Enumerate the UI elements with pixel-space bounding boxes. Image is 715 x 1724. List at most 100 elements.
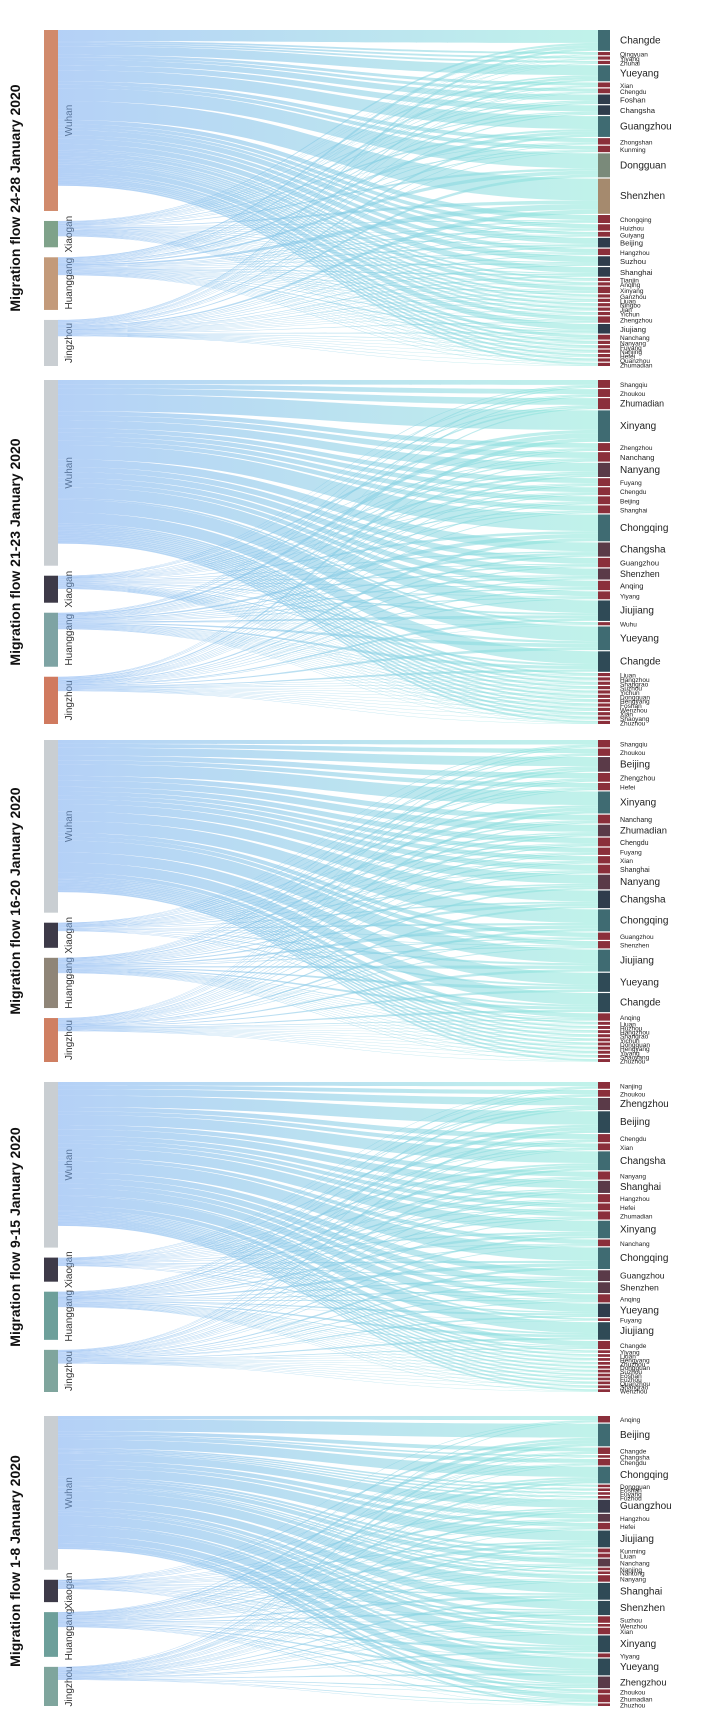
destination-label: Yiyang bbox=[620, 1050, 640, 1057]
destination-node bbox=[598, 237, 610, 248]
flow-band bbox=[58, 42, 598, 59]
destination-label: Nantong bbox=[620, 1571, 645, 1578]
flow-band bbox=[58, 271, 598, 333]
destination-label: Shanghai bbox=[620, 1586, 662, 1597]
flow-band bbox=[58, 1172, 598, 1277]
destination-node bbox=[598, 1030, 610, 1034]
destination-node bbox=[598, 298, 610, 302]
source-node bbox=[44, 1612, 58, 1657]
flow-band bbox=[58, 1624, 598, 1657]
flow-band bbox=[58, 1030, 598, 1058]
flow-band bbox=[58, 760, 598, 788]
flow-band bbox=[58, 969, 598, 1025]
flow-band bbox=[58, 1301, 598, 1338]
flow-band bbox=[58, 466, 598, 564]
flow-band bbox=[58, 1291, 598, 1358]
flow-band bbox=[58, 968, 598, 1020]
flow-band bbox=[58, 155, 598, 297]
destination-node bbox=[598, 358, 610, 362]
flow-band bbox=[58, 440, 598, 511]
flow-band bbox=[58, 1573, 598, 1675]
flow-band bbox=[58, 1111, 598, 1148]
flow-band bbox=[58, 1157, 598, 1244]
flow-band bbox=[58, 535, 598, 706]
flow-band bbox=[58, 273, 598, 348]
flow-band bbox=[58, 627, 598, 711]
flow-band bbox=[58, 769, 598, 1020]
flow-band bbox=[58, 1027, 598, 1029]
destination-node bbox=[598, 56, 610, 60]
flow-band bbox=[58, 1264, 598, 1301]
flow-band bbox=[58, 538, 598, 683]
destination-node bbox=[598, 1303, 610, 1318]
destination-node bbox=[598, 1623, 610, 1627]
flow-band bbox=[58, 230, 598, 297]
flow-band bbox=[58, 1464, 598, 1670]
flow-band bbox=[58, 1211, 598, 1356]
destination-node bbox=[598, 591, 610, 600]
destination-node bbox=[598, 452, 610, 462]
flow-band bbox=[58, 59, 598, 101]
flow-band bbox=[58, 690, 598, 724]
destination-node bbox=[598, 600, 610, 621]
destination-node bbox=[598, 478, 610, 487]
flow-band bbox=[58, 292, 598, 331]
destination-label: Dongguan bbox=[620, 160, 666, 171]
flow-band bbox=[58, 1468, 598, 1541]
destination-node bbox=[598, 1689, 610, 1694]
destination-label: Nanchang bbox=[620, 335, 650, 342]
flow-band bbox=[58, 767, 598, 960]
flow-band bbox=[58, 1453, 598, 1669]
flow-band bbox=[58, 879, 598, 1032]
flow-band bbox=[58, 487, 598, 614]
destination-label: Dongguan bbox=[620, 694, 650, 701]
flow-band bbox=[58, 1511, 598, 1672]
destination-label: Dongguan bbox=[620, 1484, 650, 1491]
destination-node bbox=[598, 353, 610, 358]
destination-label: Liuan bbox=[620, 298, 636, 305]
flow-band bbox=[58, 584, 598, 684]
flow-band bbox=[58, 180, 598, 356]
flow-band bbox=[58, 628, 598, 720]
destination-label: Xian bbox=[620, 712, 633, 719]
destination-node bbox=[598, 1358, 610, 1361]
flow-band bbox=[58, 54, 598, 222]
flow-band bbox=[58, 234, 598, 352]
destination-node bbox=[598, 677, 610, 681]
destination-node bbox=[598, 1194, 610, 1203]
flow-band bbox=[58, 1024, 598, 1028]
destination-label: Beijing bbox=[620, 239, 643, 248]
destination-label: Guangzhou bbox=[620, 559, 659, 568]
flow-band bbox=[58, 884, 598, 1045]
flow-band bbox=[58, 86, 598, 323]
flow-band bbox=[58, 152, 598, 291]
flow-band bbox=[58, 271, 598, 315]
destination-node bbox=[598, 514, 610, 542]
destination-node bbox=[598, 1097, 610, 1111]
destination-label: Beijing bbox=[620, 1430, 650, 1441]
destination-label: Beijing bbox=[620, 759, 650, 770]
flow-band bbox=[58, 458, 598, 579]
source-node bbox=[44, 1082, 58, 1248]
destination-label: Shanghai bbox=[620, 867, 650, 874]
flow-band bbox=[58, 1139, 598, 1208]
destination-node bbox=[598, 282, 610, 286]
source-node bbox=[44, 220, 58, 248]
destination-node bbox=[598, 580, 610, 591]
flow-band bbox=[58, 1094, 598, 1259]
destination-label: Chengdu bbox=[620, 1136, 647, 1143]
flow-band bbox=[58, 157, 598, 301]
flow-band bbox=[58, 1135, 598, 1200]
destination-node bbox=[598, 847, 610, 855]
flow-band bbox=[58, 46, 598, 76]
flow-band bbox=[58, 587, 598, 711]
destination-node bbox=[598, 1354, 610, 1357]
flow-band bbox=[58, 1205, 598, 1346]
destination-label: Shaoyang bbox=[620, 716, 650, 723]
source-node bbox=[44, 319, 58, 366]
flow-band bbox=[58, 1306, 598, 1388]
flow-band bbox=[58, 625, 598, 685]
destination-node bbox=[598, 1488, 610, 1491]
flow-band bbox=[58, 1301, 598, 1358]
flow-band bbox=[58, 930, 598, 1019]
